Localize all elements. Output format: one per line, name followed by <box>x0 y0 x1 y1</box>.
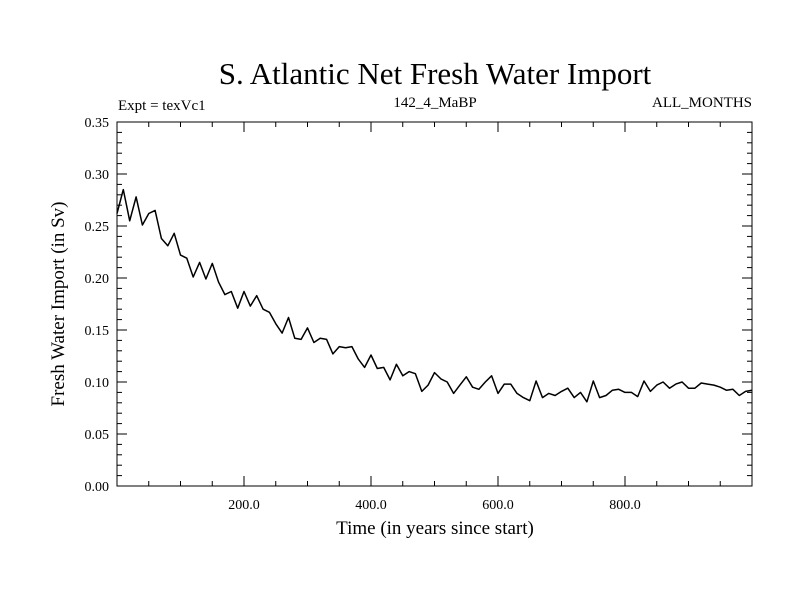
x-tick-label: 600.0 <box>482 498 514 513</box>
x-tick-label: 200.0 <box>228 498 260 513</box>
y-tick-label: 0.05 <box>85 428 110 443</box>
y-tick-label: 0.15 <box>85 324 110 339</box>
y-tick-label: 0.20 <box>85 272 110 287</box>
y-tick-label: 0.25 <box>85 220 110 235</box>
chart-subtitle-period: 142_4_MaBP <box>393 95 476 111</box>
chart-subtitle-experiment: Expt = texVc1 <box>118 98 206 114</box>
plot-frame <box>116 121 753 487</box>
chart-title: S. Atlantic Net Fresh Water Import <box>219 56 652 91</box>
y-tick-label: 0.00 <box>85 480 110 495</box>
plot-area: 0.00 0.05 0.10 0.15 0.20 0.25 0.30 0.35 200.0 400… <box>85 116 753 513</box>
chart-subtitle-months: ALL_MONTHS <box>652 95 752 111</box>
series-line <box>116 188 753 403</box>
x-tick-label: 800.0 <box>609 498 641 513</box>
x-tick-label: 400.0 <box>355 498 387 513</box>
y-axis-label: Fresh Water Import (in Sv) <box>48 202 69 407</box>
y-tick-label: 0.30 <box>85 168 110 183</box>
y-tick-label: 0.35 <box>85 116 110 131</box>
x-axis-label: Time (in years since start) <box>336 518 534 539</box>
y-tick-label: 0.10 <box>85 376 110 391</box>
